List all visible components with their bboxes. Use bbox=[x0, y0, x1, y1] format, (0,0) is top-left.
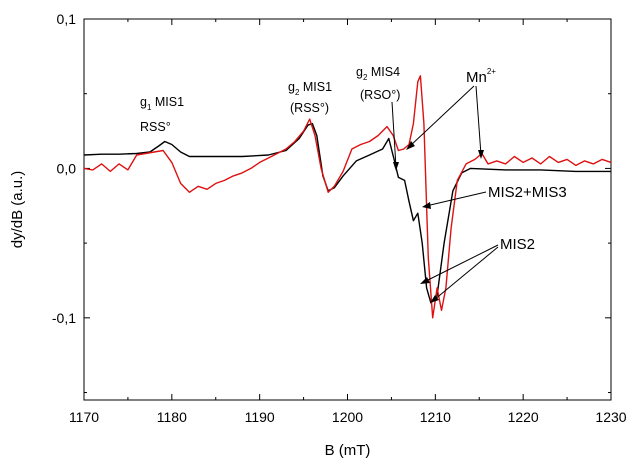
series-line-red bbox=[83, 75, 612, 319]
arrow-mis2mis3-head bbox=[422, 202, 431, 209]
y-tick-label: 0,1 bbox=[57, 11, 77, 27]
annotation-arrows bbox=[391, 85, 499, 303]
annotation-rss-paren: (RSS°) bbox=[290, 101, 329, 115]
annotation-g1-mis1: g1 MIS1 bbox=[140, 95, 184, 112]
x-tick-label: 1230 bbox=[595, 409, 626, 425]
arrow-mis2-line-2 bbox=[433, 246, 499, 301]
annotation-layer: g1 MIS1 RSS° g2 MIS1 (RSS°) g2 MIS4 (RSO… bbox=[140, 65, 567, 303]
plot-frame bbox=[83, 18, 612, 401]
annotation-mis2: MIS2 bbox=[500, 236, 535, 253]
axes-layer: 1170 1180 1190 1200 1210 1220 1230 0,1 0,0 -0,1 B … bbox=[9, 11, 627, 459]
annotation-g2-mis1: g2 MIS1 bbox=[288, 80, 332, 97]
y-axis-title: dy/dB (a.u.) bbox=[9, 171, 26, 249]
x-tick-label: 1200 bbox=[332, 409, 363, 425]
annotation-mis2-mis3: MIS2+MIS3 bbox=[488, 184, 567, 201]
x-tick-label: 1190 bbox=[245, 409, 275, 425]
arrow-mn-left-head bbox=[406, 141, 415, 150]
x-tick-label: 1220 bbox=[508, 409, 539, 425]
arrow-mis4-head bbox=[393, 162, 399, 171]
x-tick-label: 1180 bbox=[157, 409, 187, 425]
y-tick-label: -0,1 bbox=[52, 310, 76, 326]
arrow-mis2mis3-line bbox=[425, 191, 487, 207]
arrow-mn-right-line bbox=[475, 85, 482, 156]
annotation-rso: (RSO°) bbox=[360, 88, 400, 102]
series-line-black bbox=[83, 122, 611, 304]
arrow-mn-left-line bbox=[409, 85, 475, 147]
x-tick-label: 1170 bbox=[69, 409, 99, 425]
arrow-mis2-head-2 bbox=[430, 295, 439, 303]
arrow-mn-right-head bbox=[478, 150, 484, 159]
x-tick-label: 1210 bbox=[420, 409, 451, 425]
annotation-g2-mis4: g2 MIS4 bbox=[356, 65, 400, 82]
arrow-mis2-line-1 bbox=[423, 244, 499, 283]
arrow-mis2-head-1 bbox=[420, 277, 430, 284]
annotation-rss: RSS° bbox=[140, 120, 171, 134]
series-layer bbox=[83, 75, 612, 319]
annotation-mn2plus: Mn2+ bbox=[466, 67, 496, 86]
arrow-mis4-line bbox=[391, 101, 397, 168]
x-axis-title: B (mT) bbox=[325, 442, 371, 459]
y-tick-label: 0,0 bbox=[57, 160, 77, 176]
